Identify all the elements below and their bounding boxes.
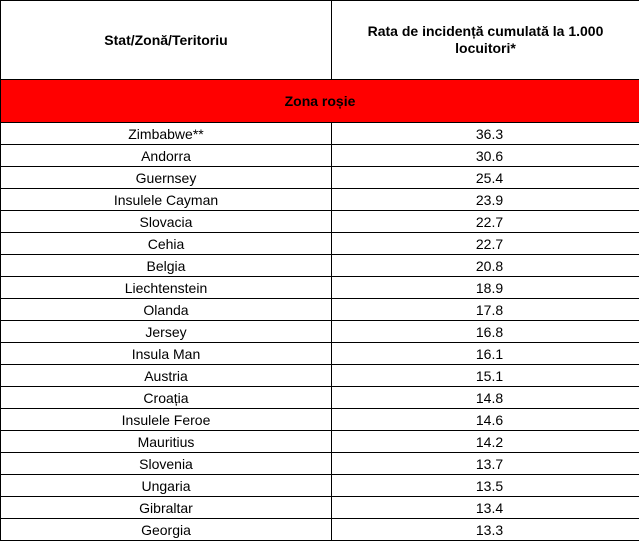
zone-label: Zona roșie bbox=[1, 80, 639, 123]
rate-cell: 13.3 bbox=[332, 519, 639, 541]
territory-cell: Zimbabwe** bbox=[1, 123, 332, 145]
zone-row: Zona roșie bbox=[1, 80, 639, 123]
rate-cell: 22.7 bbox=[332, 233, 639, 255]
header-row: Stat/Zonă/Teritoriu Rata de incidență cu… bbox=[1, 1, 639, 80]
territory-cell: Insulele Feroe bbox=[1, 409, 332, 431]
territory-cell: Jersey bbox=[1, 321, 332, 343]
territory-cell: Croația bbox=[1, 387, 332, 409]
rate-cell: 13.7 bbox=[332, 453, 639, 475]
rate-cell: 36.3 bbox=[332, 123, 639, 145]
territory-cell: Austria bbox=[1, 365, 332, 387]
territory-cell: Cehia bbox=[1, 233, 332, 255]
table-row: Zimbabwe**36.3 bbox=[1, 123, 639, 145]
rate-cell: 30.6 bbox=[332, 145, 639, 167]
rate-cell: 13.5 bbox=[332, 475, 639, 497]
territory-cell: Insulele Cayman bbox=[1, 189, 332, 211]
rate-cell: 23.9 bbox=[332, 189, 639, 211]
header-rate: Rata de incidență cumulată la 1.000 locu… bbox=[332, 1, 639, 80]
header-territory: Stat/Zonă/Teritoriu bbox=[1, 1, 332, 80]
territory-cell: Insula Man bbox=[1, 343, 332, 365]
territory-cell: Andorra bbox=[1, 145, 332, 167]
rate-cell: 14.6 bbox=[332, 409, 639, 431]
rate-cell: 14.8 bbox=[332, 387, 639, 409]
territory-cell: Olanda bbox=[1, 299, 332, 321]
territory-cell: Slovacia bbox=[1, 211, 332, 233]
territory-cell: Liechtenstein bbox=[1, 277, 332, 299]
territory-cell: Gibraltar bbox=[1, 497, 332, 519]
rate-cell: 15.1 bbox=[332, 365, 639, 387]
territory-cell: Ungaria bbox=[1, 475, 332, 497]
rate-cell: 20.8 bbox=[332, 255, 639, 277]
territory-cell: Slovenia bbox=[1, 453, 332, 475]
rate-cell: 18.9 bbox=[332, 277, 639, 299]
rate-cell: 13.4 bbox=[332, 497, 639, 519]
rate-cell: 17.8 bbox=[332, 299, 639, 321]
territory-cell: Guernsey bbox=[1, 167, 332, 189]
rate-cell: 25.4 bbox=[332, 167, 639, 189]
rate-cell: 22.7 bbox=[332, 211, 639, 233]
territory-cell: Mauritius bbox=[1, 431, 332, 453]
territory-cell: Belgia bbox=[1, 255, 332, 277]
territory-cell: Georgia bbox=[1, 519, 332, 541]
rate-cell: 16.8 bbox=[332, 321, 639, 343]
rate-cell: 14.2 bbox=[332, 431, 639, 453]
rate-cell: 16.1 bbox=[332, 343, 639, 365]
